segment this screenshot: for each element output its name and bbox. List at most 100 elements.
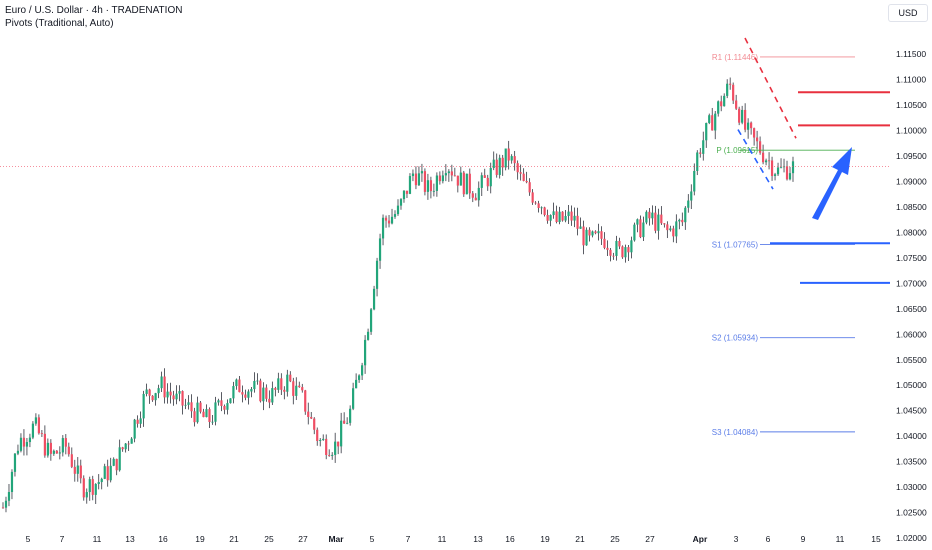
time-tick-label: 11 — [836, 534, 845, 544]
candle-body — [489, 168, 492, 187]
candle-body — [366, 331, 370, 340]
candle-body — [510, 156, 513, 161]
time-tick-label: 11 — [438, 534, 447, 544]
candle-body — [372, 288, 376, 310]
time-tick-label: 9 — [801, 534, 806, 544]
candle-body — [543, 207, 546, 215]
level-lines: R1 (1.11446) P (1.09615) S1 (1.07765) S2 (1… — [0, 53, 930, 437]
candle-body — [378, 238, 382, 261]
candle-body — [175, 393, 178, 400]
candle-body — [145, 389, 148, 394]
candle-body — [579, 226, 582, 229]
candle-body — [130, 438, 133, 444]
price-tick-label: 1.06500 — [896, 304, 927, 314]
candle-body — [645, 211, 648, 223]
candle-body — [402, 190, 406, 200]
candle-body — [513, 156, 516, 164]
candle-body — [211, 421, 214, 423]
candle-body — [486, 177, 489, 187]
candle-body — [471, 193, 474, 198]
candle-body — [429, 180, 433, 192]
candle-body — [770, 160, 774, 176]
candle-body — [531, 192, 534, 203]
candle-body — [16, 450, 20, 454]
candle-body — [477, 187, 480, 201]
candle-body — [732, 84, 735, 101]
candle-body — [262, 387, 265, 402]
candle-body — [67, 446, 70, 455]
price-tick-label: 1.04000 — [896, 431, 927, 441]
candle-body — [357, 375, 361, 380]
candle-body — [447, 171, 450, 174]
time-tick-label: 21 — [229, 534, 239, 544]
candle-body — [31, 423, 35, 438]
candle-body — [594, 231, 597, 234]
candle-body — [271, 388, 274, 403]
candle-body — [34, 417, 38, 424]
time-tick-label: 19 — [195, 534, 205, 544]
candle-body — [160, 376, 163, 389]
candle-body — [606, 247, 609, 250]
candle-body — [747, 122, 750, 130]
candle-body — [157, 388, 160, 394]
candle-body — [85, 492, 88, 498]
candle-body — [292, 381, 295, 396]
candle-body — [720, 101, 723, 107]
candle-body — [480, 175, 483, 188]
candle-body — [307, 411, 310, 417]
candle-body — [621, 246, 624, 258]
candle-body — [567, 211, 570, 217]
candle-body — [277, 378, 280, 390]
candle-body — [453, 175, 456, 177]
candle-body — [540, 207, 543, 209]
candle-body — [94, 483, 97, 495]
candle-body — [735, 100, 738, 109]
candle-body — [121, 447, 124, 450]
candle-body — [79, 465, 82, 479]
candle-body — [776, 167, 780, 175]
price-tick-label: 1.07000 — [896, 278, 927, 288]
candle-body — [73, 466, 76, 474]
price-tick-label: 1.11000 — [896, 75, 926, 85]
candle-body — [729, 83, 732, 85]
candle-body — [1, 507, 5, 509]
candle-body — [199, 402, 202, 412]
candle-body — [37, 417, 41, 434]
candle-body — [657, 214, 660, 231]
candle-body — [64, 438, 67, 447]
currency-button[interactable]: USD — [888, 4, 928, 22]
candle-body — [708, 115, 711, 123]
pivot-label: P (1.09615) — [716, 146, 758, 155]
price-tick-label: 1.05000 — [896, 380, 927, 390]
candle-body — [498, 157, 501, 175]
candle-body — [788, 173, 792, 180]
candle-body — [97, 482, 100, 484]
candle-body — [420, 171, 424, 174]
candle-body — [627, 247, 630, 253]
candle-body — [283, 389, 286, 392]
candle-body — [426, 180, 430, 192]
candle-body — [375, 260, 379, 289]
candle-body — [791, 161, 795, 174]
candle-body — [346, 422, 349, 424]
candle-body — [286, 374, 289, 392]
candle-body — [609, 249, 612, 256]
candle-body — [313, 418, 316, 430]
candle-body — [142, 393, 145, 419]
candle-body — [133, 419, 136, 439]
chart-legend: Euro / U.S. Dollar · 4h · TRADENATION Pi… — [5, 4, 182, 30]
candle-body — [552, 211, 555, 216]
candle-body — [741, 109, 744, 123]
price-tick-label: 1.03000 — [896, 482, 927, 492]
price-tick-label: 1.07500 — [896, 253, 927, 263]
candle-body — [435, 175, 439, 191]
time-tick-label: 5 — [26, 534, 31, 544]
candle-body — [118, 447, 121, 471]
price-tick-label: 1.10500 — [896, 100, 927, 110]
candle-body — [474, 197, 477, 201]
candle-body — [782, 166, 786, 168]
candle-body — [546, 214, 549, 221]
time-tick-label: 5 — [370, 534, 375, 544]
candle-body — [744, 109, 747, 130]
